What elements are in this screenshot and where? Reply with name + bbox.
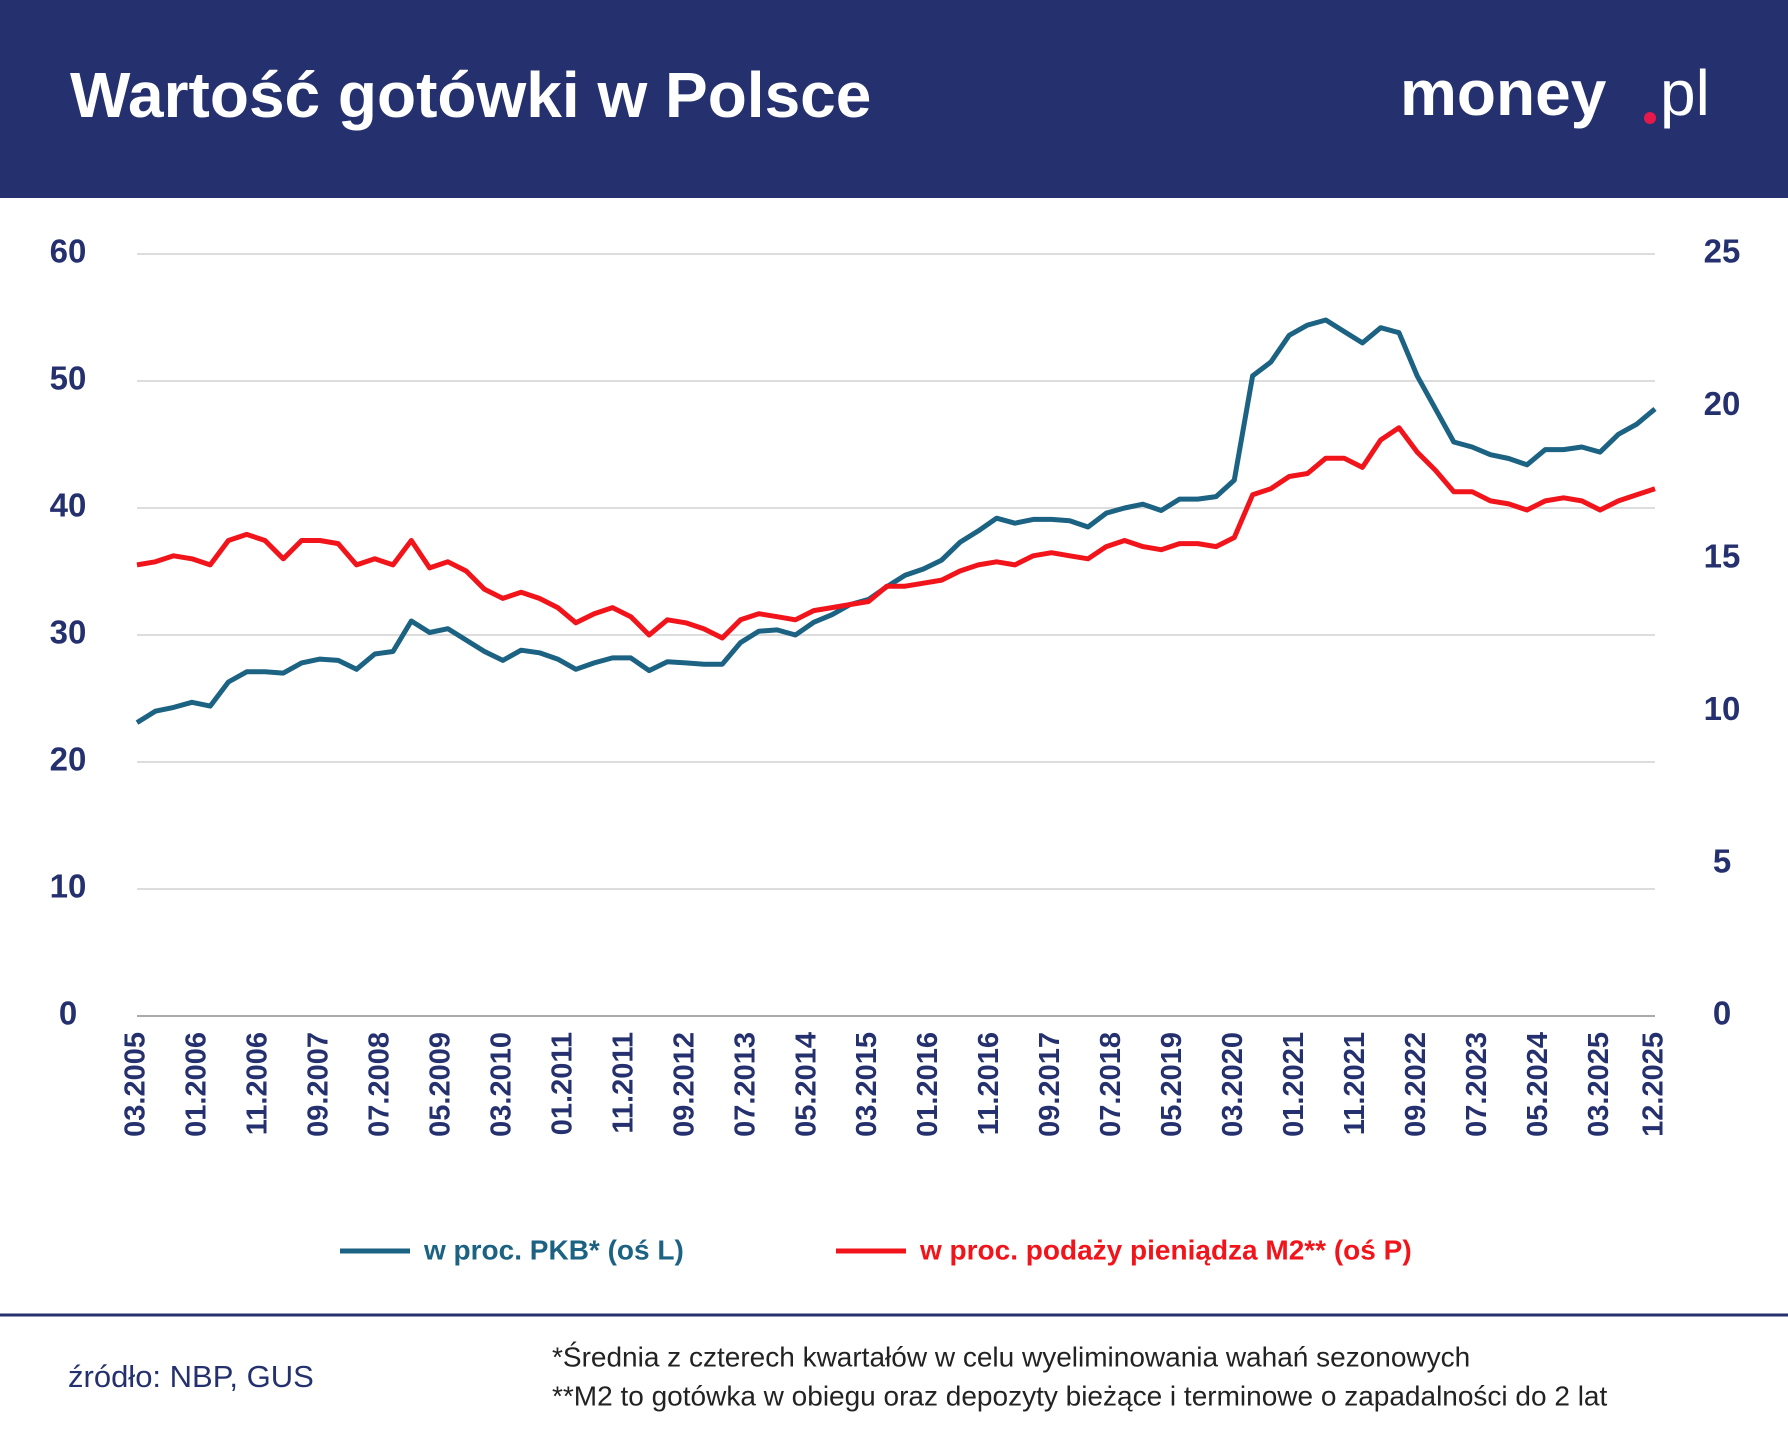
x-tick-label: 09.2022: [1400, 1032, 1432, 1137]
x-tick-label: 05.2009: [424, 1032, 456, 1137]
x-tick-label: 03.2025: [1583, 1032, 1615, 1137]
logo: money: [1400, 57, 1607, 129]
x-tick-label: 01.2016: [912, 1032, 944, 1137]
x-tick-label: 03.2015: [851, 1032, 883, 1137]
data-line: [135, 317, 1657, 725]
x-tick-label: 07.2008: [364, 1032, 396, 1137]
y-tick-label: 10: [50, 868, 87, 905]
y2-tick-label: 5: [1713, 842, 1731, 879]
x-tick-label: 11.2006: [242, 1032, 274, 1135]
logo-dot: [1644, 112, 1656, 124]
x-tick-label: 09.2017: [1034, 1032, 1066, 1137]
x-tick-label: 05.2014: [790, 1032, 822, 1137]
y2-tick-label: 0: [1713, 995, 1731, 1032]
y-tick-label: 50: [50, 360, 87, 397]
x-tick-label: 01.2021: [1278, 1032, 1310, 1137]
x-tick-label: 12.2025: [1638, 1032, 1670, 1137]
x-tick-label: 11.2011: [607, 1032, 639, 1134]
x-tick-label: 01.2006: [181, 1032, 213, 1137]
y2-tick-label: 20: [1704, 385, 1741, 422]
source: źródło: NBP, GUS: [68, 1359, 314, 1394]
x-tick-label: 05.2024: [1522, 1032, 1554, 1137]
x-tick-label: 07.2013: [729, 1032, 761, 1137]
note: *Średnia z czterech kwartałów w celu wye…: [552, 1340, 1470, 1372]
legend-label: w proc. PKB* (oś L): [423, 1234, 684, 1265]
x-tick-label: 07.2023: [1461, 1032, 1493, 1137]
y2-tick-label: 25: [1704, 233, 1741, 270]
chart-title: Wartość gotówki w Polsce: [70, 59, 871, 131]
x-tick-label: 07.2018: [1095, 1032, 1127, 1137]
legend-label: w proc. podaży pieniądza M2** (oś P): [919, 1234, 1412, 1265]
x-tick-label: 01.2011: [546, 1032, 578, 1135]
y2-tick-label: 10: [1704, 690, 1741, 727]
logo-suffix: pl: [1660, 57, 1710, 129]
data-line: [136, 425, 1656, 641]
y-tick-label: 60: [50, 233, 87, 270]
x-tick-label: 11.2016: [973, 1032, 1005, 1135]
y-tick-label: 0: [59, 995, 77, 1032]
header: [0, 0, 1788, 198]
x-tick-label: 09.2007: [303, 1032, 335, 1137]
y-tick-label: 20: [50, 741, 87, 778]
x-tick-label: 05.2019: [1156, 1032, 1188, 1137]
y2-tick-label: 15: [1704, 538, 1741, 575]
y-tick-label: 40: [50, 487, 87, 524]
x-tick-label: 03.2010: [485, 1032, 517, 1137]
note: **M2 to gotówka w obiegu oraz depozyty b…: [552, 1380, 1607, 1411]
x-tick-label: 11.2021: [1339, 1032, 1371, 1135]
x-tick-label: 03.2005: [120, 1032, 152, 1137]
x-tick-label: 09.2012: [668, 1032, 700, 1137]
y-tick-label: 30: [50, 614, 87, 651]
x-tick-label: 03.2020: [1217, 1032, 1249, 1137]
